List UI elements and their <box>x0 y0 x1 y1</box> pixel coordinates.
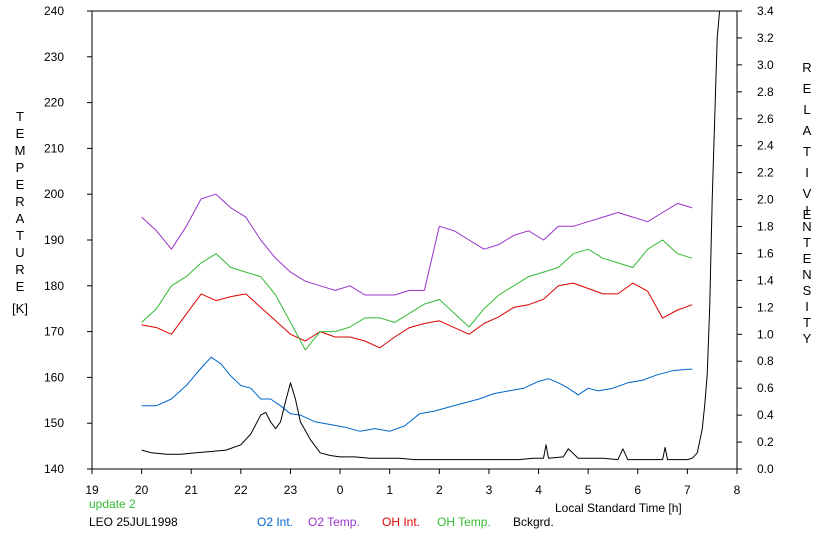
left-tick-label: 160 <box>44 370 64 384</box>
right-label-letter: V <box>803 186 812 201</box>
x-tick-label: 19 <box>85 483 99 497</box>
left-label-letter: M <box>15 143 26 158</box>
station-text: LEO 25JUL1998 <box>89 515 178 529</box>
x-axis: 19 20 21 22 23 0 1 2 3 4 5 6 7 8 <box>85 469 741 497</box>
right-label-letter: I <box>805 165 809 180</box>
left-tick-label: 200 <box>44 187 64 201</box>
x-tick-label: 1 <box>386 483 393 497</box>
right-label-letter: E <box>803 207 812 222</box>
right-label-letter: E <box>803 251 812 266</box>
left-tick-label: 210 <box>44 141 64 155</box>
right-tick-label: 1.4 <box>757 273 774 287</box>
oh-temp-line <box>141 239 693 351</box>
right-tick-label: 2.4 <box>757 139 774 153</box>
right-tick-label: 2.8 <box>757 85 774 99</box>
x-tick-label: 0 <box>337 483 344 497</box>
right-tick-label: 1.0 <box>757 327 774 341</box>
right-tick-label: 3.4 <box>757 4 774 18</box>
right-tick-label: 0.2 <box>757 435 774 449</box>
x-tick-label: 4 <box>535 483 542 497</box>
legend: O2 Int. O2 Temp. OH Int. OH Temp. Bckgrd… <box>257 515 554 529</box>
right-tick-label: 3.2 <box>757 31 774 45</box>
x-tick-label: 2 <box>436 483 443 497</box>
x-tick-label: 20 <box>135 483 149 497</box>
right-tick-label: 1.2 <box>757 300 774 314</box>
right-tick-label: 1.8 <box>757 220 774 234</box>
left-tick-label: 180 <box>44 279 64 293</box>
right-tick-label: 0.6 <box>757 381 774 395</box>
x-tick-label: 7 <box>684 483 691 497</box>
update-text: update 2 <box>89 497 136 511</box>
right-label-letter: T <box>803 315 811 330</box>
right-label-letter: N <box>802 267 811 282</box>
left-label-letter: P <box>16 160 25 175</box>
legend-oh-temp: OH Temp. <box>437 515 491 529</box>
left-label-letter: A <box>16 211 25 226</box>
o2-temp-line <box>141 193 693 296</box>
left-tick-label: 240 <box>44 4 64 18</box>
x-tick-label: 5 <box>585 483 592 497</box>
right-label-letter: T <box>803 235 811 250</box>
left-label-letter: U <box>15 245 24 260</box>
bckgrd-line <box>141 10 721 461</box>
legend-o2-int: O2 Int. <box>257 515 293 529</box>
x-tick-label: 3 <box>486 483 493 497</box>
x-axis-label: Local Standard Time [h] <box>555 501 682 515</box>
right-tick-label: 2.2 <box>757 166 774 180</box>
left-tick-label: 140 <box>44 462 64 476</box>
x-tick-label: 8 <box>734 483 741 497</box>
left-label-letter: E <box>16 126 25 141</box>
right-label-letter: I <box>805 299 809 314</box>
x-tick-label: 21 <box>185 483 199 497</box>
right-tick-label: 0.8 <box>757 354 774 368</box>
right-label-letter: I <box>805 203 809 218</box>
legend-oh-int: OH Int. <box>382 515 420 529</box>
o2-int-line <box>141 356 693 432</box>
right-axis: 3.4 3.2 3.0 2.8 2.6 2.4 2.2 2.0 1.8 1.6 1.4 1.2 1.0 0… <box>737 4 774 476</box>
right-tick-label: 1.6 <box>757 246 774 260</box>
left-tick-label: 190 <box>44 233 64 247</box>
right-label-letter: R <box>802 60 811 75</box>
left-label-letter: E <box>16 177 25 192</box>
left-unit-label: [K] <box>12 301 28 316</box>
left-label-letter: R <box>15 262 24 277</box>
right-label-letter: A <box>803 123 812 138</box>
left-label-letter: T <box>16 228 24 243</box>
legend-o2-temp: O2 Temp. <box>308 515 360 529</box>
left-tick-label: 170 <box>44 325 64 339</box>
left-label-letter: R <box>15 194 24 209</box>
right-label-letter: S <box>803 283 812 298</box>
series-lines <box>141 10 721 461</box>
right-label-letter: T <box>803 144 811 159</box>
left-tick-label: 230 <box>44 50 64 64</box>
right-tick-label: 2.0 <box>757 193 774 207</box>
left-tick-label: 150 <box>44 416 64 430</box>
x-tick-label: 6 <box>634 483 641 497</box>
right-label-letter: Y <box>803 331 812 346</box>
right-tick-label: 0.4 <box>757 408 774 422</box>
right-tick-label: 2.6 <box>757 112 774 126</box>
x-tick-label: 23 <box>284 483 298 497</box>
right-tick-label: 3.0 <box>757 58 774 72</box>
x-tick-label: 22 <box>234 483 248 497</box>
legend-bckgrd: Bckgrd. <box>513 515 554 529</box>
left-tick-label: 220 <box>44 96 64 110</box>
right-label-letter: N <box>802 219 811 234</box>
right-tick-label: 0.0 <box>757 462 774 476</box>
oh-int-line <box>141 282 693 349</box>
left-label-letter: T <box>16 109 24 124</box>
right-label-letter: L <box>803 102 810 117</box>
left-axis: 240 230 220 210 200 190 180 170 160 150 140 <box>44 4 92 476</box>
right-label-letter: E <box>803 81 812 96</box>
left-label-letter: E <box>16 279 25 294</box>
